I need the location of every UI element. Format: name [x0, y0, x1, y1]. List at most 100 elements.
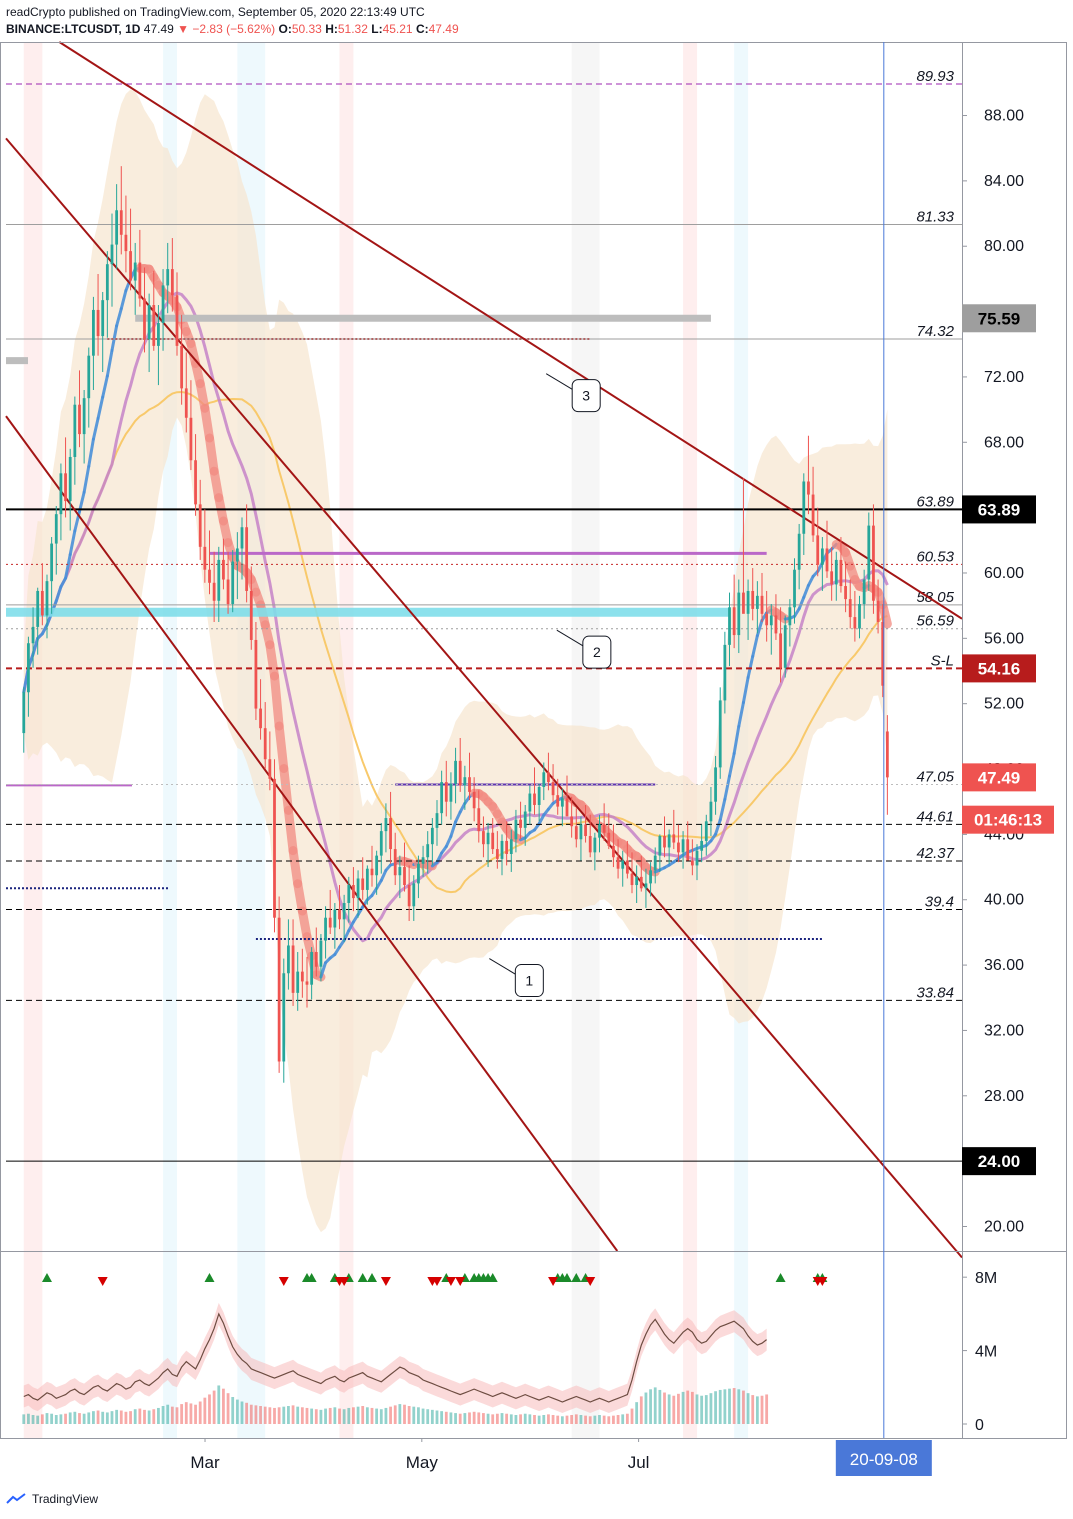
volume-bar — [180, 1404, 184, 1424]
candle-body — [458, 760, 462, 786]
volume-bar — [714, 1391, 717, 1424]
volume-bar — [667, 1394, 671, 1424]
volume-bar — [663, 1392, 666, 1424]
candle-body — [64, 473, 67, 502]
volume-bar — [612, 1415, 615, 1424]
volume-bar — [472, 1411, 476, 1424]
time-tick-label: Jul — [628, 1453, 650, 1472]
volume-bar — [198, 1401, 202, 1424]
volume-bar — [500, 1413, 504, 1424]
candle-body — [714, 767, 717, 802]
candle-body — [612, 845, 615, 858]
candle-body — [203, 546, 207, 570]
volume-bar — [709, 1393, 713, 1424]
candle-body — [523, 811, 527, 828]
ma-fast-segment — [802, 583, 810, 599]
ma-fast-segment — [375, 878, 383, 890]
volume-bar — [430, 1409, 434, 1424]
volume-bar — [765, 1394, 769, 1424]
volume-bar — [486, 1413, 490, 1424]
candle-body — [87, 355, 91, 399]
volume-bar — [105, 1412, 109, 1424]
candle-body — [105, 264, 109, 301]
candle-body — [574, 826, 578, 840]
callout-label: 2 — [593, 644, 601, 660]
candle-body — [867, 525, 871, 580]
sell-signal-icon — [817, 1277, 828, 1286]
volume-bar — [143, 1409, 146, 1424]
candle-body — [198, 504, 202, 547]
price-badge-label: 01:46:13 — [974, 811, 1042, 830]
volume-bar — [468, 1412, 471, 1424]
candle-body — [291, 945, 295, 993]
candle-body — [769, 615, 773, 626]
sell-signal-icon — [339, 1277, 350, 1286]
volume-bar — [584, 1415, 587, 1424]
candle-body — [194, 460, 197, 505]
candle-body — [658, 836, 662, 856]
candle-body — [421, 857, 425, 864]
candle-body — [862, 579, 866, 605]
ma-fast-segment — [746, 654, 755, 680]
volume-bar — [222, 1388, 225, 1424]
volume-bar — [249, 1404, 253, 1424]
candle-body — [486, 832, 490, 845]
volume-bar — [203, 1397, 207, 1424]
candle-body — [746, 590, 750, 614]
hline-label: 56.59 — [916, 613, 954, 630]
candle-body — [157, 323, 160, 346]
price-tick-label: 80.00 — [984, 238, 1024, 255]
volume-bar — [621, 1414, 625, 1424]
ma-slow-line — [22, 391, 888, 894]
candle-body — [834, 559, 838, 585]
candle-body — [50, 543, 54, 582]
candle-body — [417, 863, 420, 884]
price-badge — [962, 304, 1036, 333]
candle-body — [259, 708, 262, 729]
candle-body — [133, 262, 137, 281]
candle-body — [375, 855, 379, 876]
volume-bar — [22, 1414, 26, 1424]
candle-body — [40, 590, 44, 616]
volume-bar — [259, 1406, 262, 1424]
volume-bar — [370, 1407, 374, 1424]
volume-bar — [305, 1407, 309, 1424]
footer-brand: TradingView — [32, 1492, 99, 1506]
volume-bar — [296, 1406, 300, 1424]
candle-body — [533, 793, 536, 805]
price-badge — [962, 763, 1036, 792]
ma-fast-segment — [96, 395, 105, 420]
sell-signal-icon — [455, 1277, 466, 1286]
volume-bar — [333, 1407, 337, 1424]
buy-signal-icon — [357, 1273, 368, 1282]
candle-body — [347, 885, 351, 904]
volume-ma-line — [23, 1312, 767, 1403]
tradingview-logo[interactable]: TradingView — [6, 1492, 98, 1506]
candle-body — [830, 571, 834, 585]
hline-label: 60.53 — [916, 548, 954, 565]
candle-body — [245, 527, 249, 591]
ma-fast-segment — [54, 585, 63, 603]
volume-bar — [147, 1410, 151, 1424]
candle-body — [728, 607, 731, 645]
candle-body — [468, 777, 471, 792]
ma-fast-segment — [458, 801, 467, 814]
ma-fast-segment — [718, 797, 727, 822]
candle-body — [751, 590, 755, 609]
volume-bar — [208, 1394, 211, 1424]
volume-bar — [277, 1407, 281, 1424]
candle-body — [584, 824, 587, 837]
ma-fast-segment — [265, 640, 279, 681]
candle-body — [885, 731, 889, 778]
candle-body — [161, 285, 165, 324]
ma-fast-segment — [64, 553, 72, 580]
change-value: −2.83 (−5.62%) — [192, 22, 276, 36]
volume-bar — [254, 1405, 258, 1424]
candle-body — [625, 860, 629, 874]
candle-body — [175, 295, 179, 346]
candle-body — [96, 309, 100, 337]
volume-bar — [152, 1409, 156, 1424]
candle-body — [300, 971, 304, 982]
volume-bar — [138, 1408, 142, 1424]
